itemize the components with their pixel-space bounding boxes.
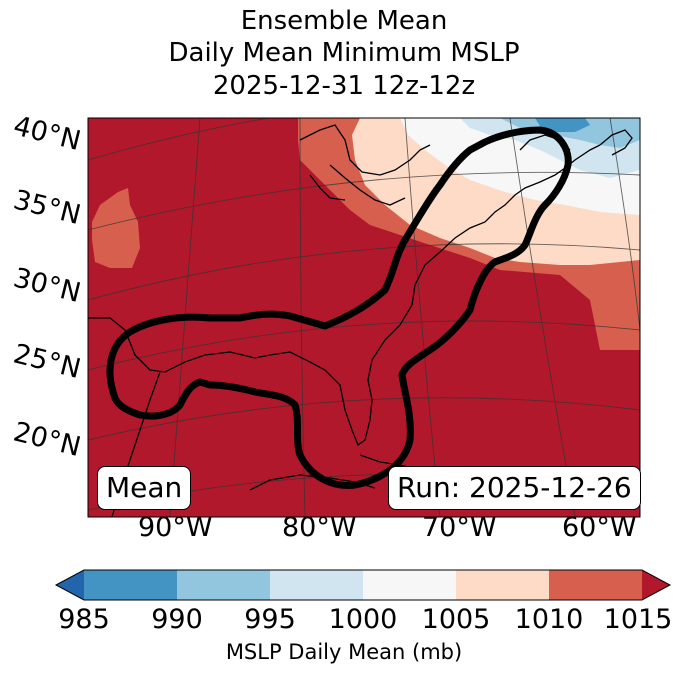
pressure-band-1010-1015-west	[92, 188, 140, 268]
lon-label-90w: 90°W	[138, 512, 213, 543]
colorbar-segment-995-1000	[270, 570, 363, 600]
colorbar-tick-1015: 1015	[603, 604, 673, 635]
colorbar-tick-985: 985	[58, 604, 110, 635]
colorbar-segment-1010-1015	[549, 570, 642, 600]
title-line-3: 2025-12-31 12z-12z	[212, 71, 476, 101]
colorbar-tick-1005: 1005	[421, 604, 491, 635]
mean-label-box: Mean	[97, 466, 192, 510]
colorbar-segment-990-995	[177, 570, 270, 600]
mslp-outline-contour	[106, 126, 572, 489]
colorbar-segment-1000-1005	[363, 570, 456, 600]
colorbar-tick-990: 990	[151, 604, 203, 635]
lon-label-70w: 70°W	[422, 512, 497, 543]
lon-label-60w: 60°W	[562, 512, 637, 543]
title-line-1: Ensemble Mean	[240, 6, 448, 36]
colorbar-tick-1000: 1000	[328, 604, 398, 635]
colorbar-outline	[54, 569, 672, 601]
colorbar-tick-995: 995	[244, 604, 296, 635]
colorbar-tick-1010: 1010	[514, 604, 584, 635]
colorbar-segment-985-990	[84, 570, 177, 600]
lon-label-80w: 80°W	[282, 512, 357, 543]
colorbar-label: MSLP Daily Mean (mb)	[225, 640, 463, 664]
colorbar-extend-high	[642, 570, 670, 600]
colorbar-segment-1005-1010	[456, 570, 549, 600]
map-frame	[87, 117, 641, 518]
colorbar-extend-low	[56, 570, 84, 600]
title-line-2: Daily Mean Minimum MSLP	[168, 38, 520, 68]
run-date-box: Run: 2025-12-26	[388, 466, 641, 510]
colorbar	[54, 569, 672, 601]
